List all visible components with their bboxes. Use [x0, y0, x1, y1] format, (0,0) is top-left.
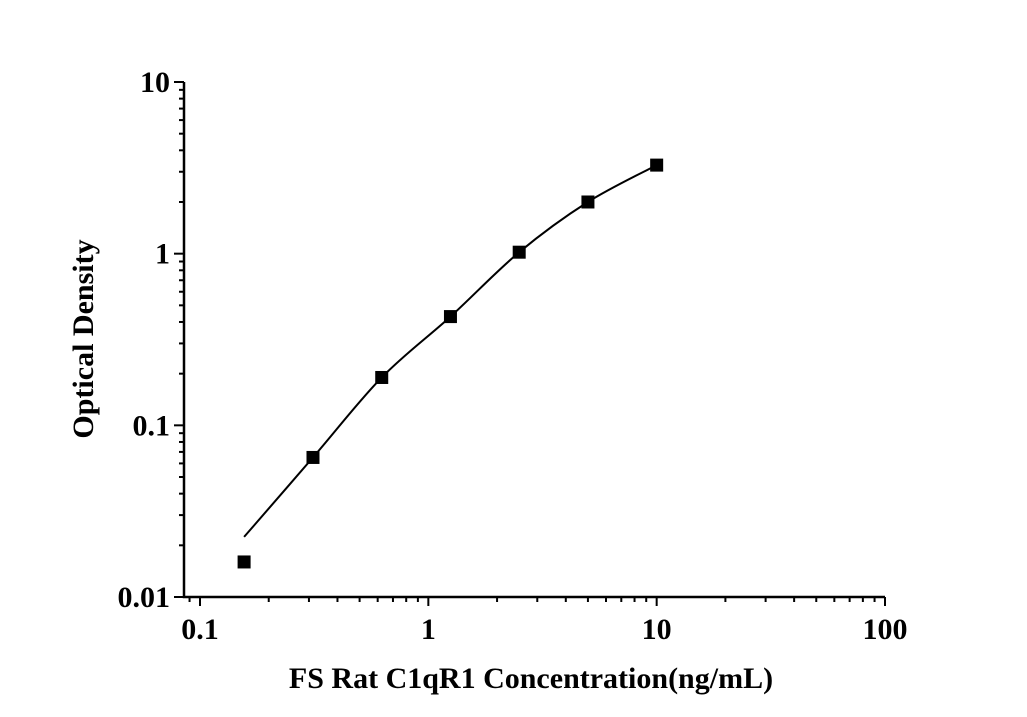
x-axis-tick-label: 10 — [642, 613, 672, 646]
axis-lines — [182, 82, 885, 599]
y-axis-title: Optical Density — [67, 239, 100, 438]
data-point-marker — [650, 158, 664, 172]
data-point-marker — [512, 245, 526, 259]
data-point-marker — [581, 195, 595, 209]
data-point-marker — [306, 450, 320, 464]
tick-labels-layer: 0.1 1 10 100 10 1 0.1 0.01 — [118, 66, 908, 646]
y-axis-tick-label: 1 — [155, 238, 170, 271]
ticks-layer — [174, 81, 886, 606]
x-axis-tick-label: 1 — [421, 613, 436, 646]
series-layer — [237, 158, 664, 569]
x-axis-title: FS Rat C1qR1 Concentration(ng/mL) — [289, 662, 773, 695]
axes-layer — [182, 82, 885, 599]
y-axis-tick-label: 10 — [140, 66, 170, 99]
data-point-marker — [375, 370, 389, 384]
y-axis-tick-label: 0.01 — [118, 581, 171, 614]
data-point-marker — [443, 310, 457, 324]
y-axis-tick-label: 0.1 — [133, 409, 171, 442]
x-axis-tick-label: 100 — [863, 613, 908, 646]
x-axis-tick-label: 0.1 — [181, 613, 219, 646]
fitted-curve — [243, 164, 658, 538]
data-point-marker — [237, 555, 251, 569]
